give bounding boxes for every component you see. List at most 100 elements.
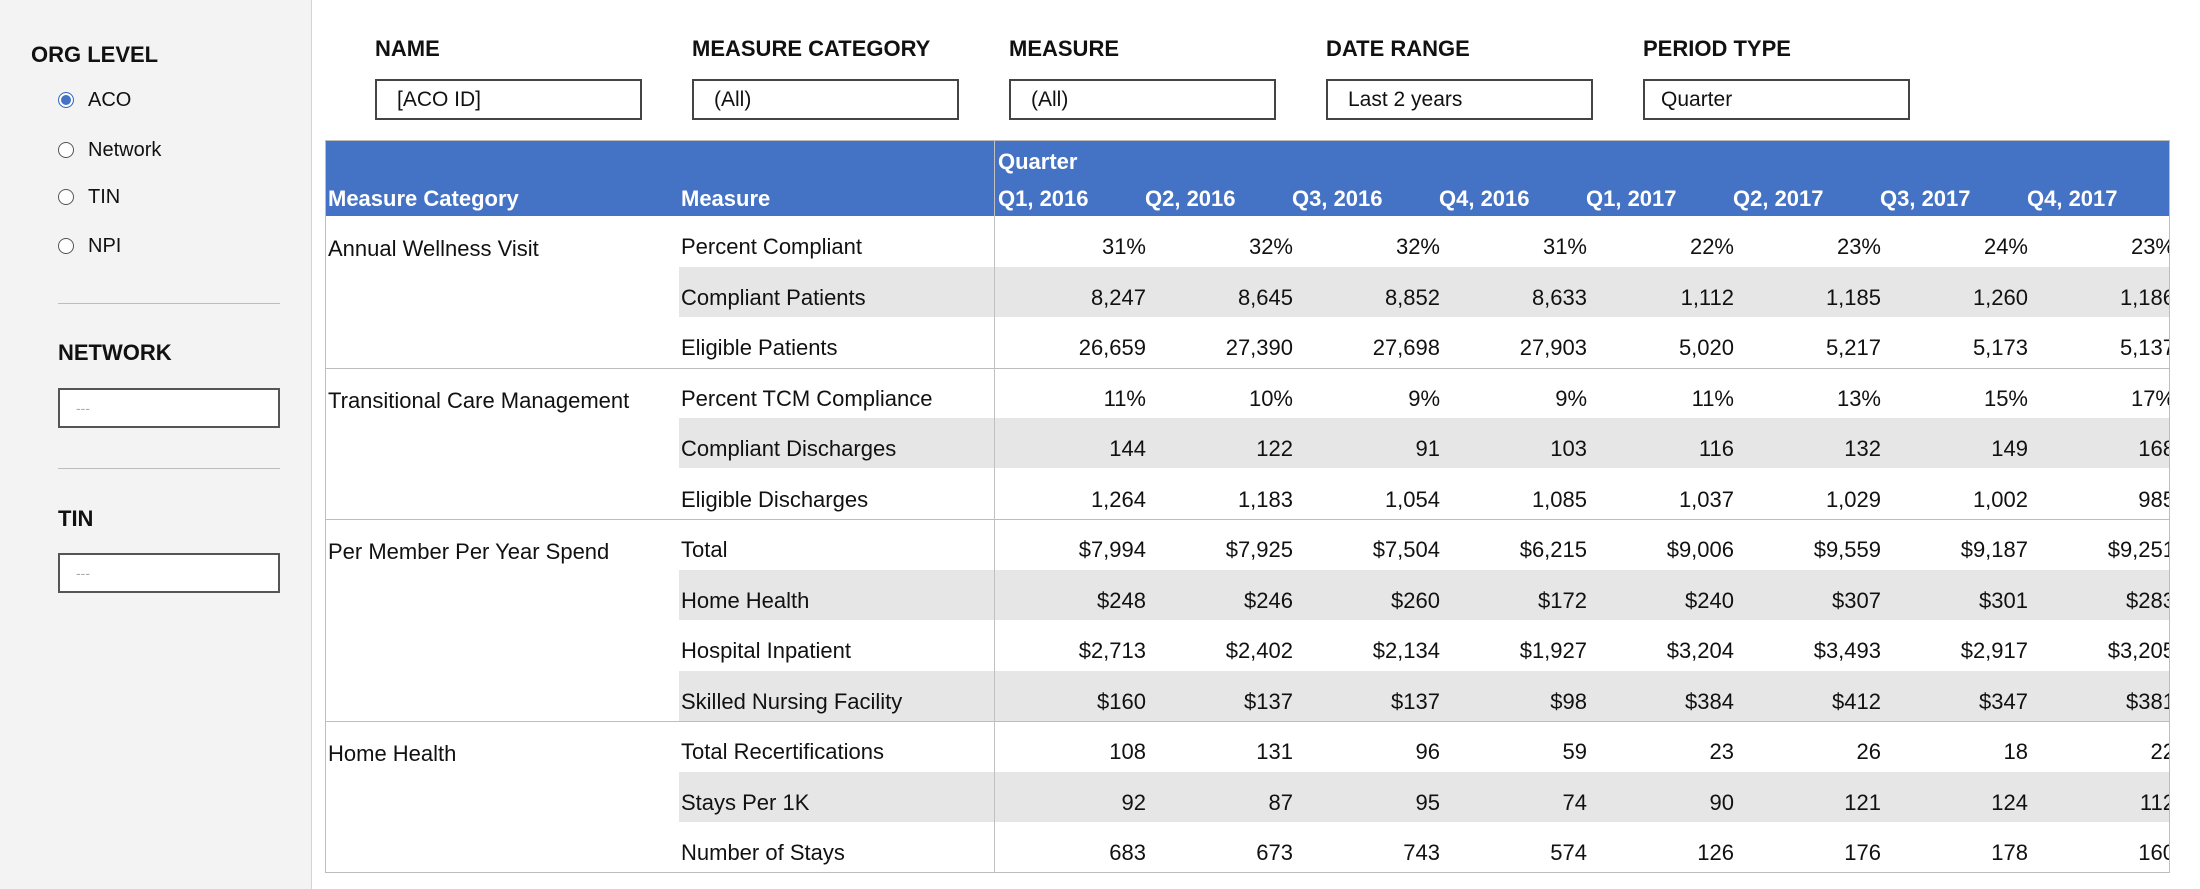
- value-cell: $307: [1832, 587, 1881, 613]
- value-cell: 131: [1256, 739, 1293, 764]
- org-level-option-label: Network: [88, 138, 162, 161]
- radio-checked-icon[interactable]: [58, 92, 74, 108]
- value-cell: 96: [1415, 739, 1440, 764]
- value-cell: 176: [1844, 840, 1881, 865]
- name-filter[interactable]: [ACO ID]: [375, 79, 642, 120]
- org-level-option-network[interactable]: Network: [58, 135, 161, 165]
- measure-label: Stays Per 1K: [681, 789, 810, 815]
- value-cell: $412: [1832, 688, 1881, 714]
- network-input[interactable]: ---: [58, 388, 280, 428]
- tin-title: TIN: [58, 506, 94, 531]
- value-cell: $137: [1391, 688, 1440, 714]
- header-measure[interactable]: Measure: [681, 186, 771, 211]
- tin-input[interactable]: ---: [58, 553, 280, 593]
- value-cell: 144: [1109, 436, 1146, 461]
- measure-label: Eligible Discharges: [681, 486, 869, 512]
- value-cell: $3,493: [1813, 638, 1881, 663]
- value-cell: $260: [1391, 587, 1440, 613]
- header-period[interactable]: Q4, 2016: [1439, 186, 1530, 211]
- org-level-option-tin[interactable]: TIN: [58, 182, 120, 212]
- date-range-filter[interactable]: Last 2 years: [1326, 79, 1593, 120]
- network-title: NETWORK: [58, 340, 172, 365]
- value-cell: 5,020: [1678, 335, 1734, 360]
- header-period[interactable]: Q3, 2016: [1292, 186, 1383, 211]
- value-cell: 1,185: [1825, 284, 1881, 310]
- value-cell: 95: [1415, 789, 1440, 815]
- value-cell: $347: [1979, 688, 2028, 714]
- value-cell: 32%: [1395, 234, 1440, 259]
- period-type-filter[interactable]: Quarter: [1643, 79, 1910, 120]
- header-period[interactable]: Q1, 2016: [998, 186, 1089, 211]
- org-level-option-aco[interactable]: ACO: [58, 85, 131, 115]
- value-cell: 27,903: [1519, 335, 1587, 360]
- value-cell: $2,134: [1372, 638, 1440, 663]
- value-cell: $381: [2126, 688, 2169, 714]
- radio-unchecked-icon[interactable]: [58, 238, 74, 254]
- table-row[interactable]: Home Health $248 $246 $260 $172 $240 $307 $301 $…: [326, 569, 2169, 620]
- table-row[interactable]: Compliant Patients 8,247 8,645 8,852 8,633 1,…: [326, 266, 2170, 317]
- group-divider: [326, 519, 2169, 520]
- value-cell: 132: [1844, 436, 1881, 461]
- measure-category-filter[interactable]: (All): [692, 79, 959, 120]
- value-cell: 1,186: [2119, 284, 2170, 310]
- value-cell: $1,927: [1519, 638, 1587, 663]
- org-level-option-npi[interactable]: NPI: [58, 231, 121, 261]
- filter-label-name: NAME: [375, 36, 440, 61]
- table-row[interactable]: Percent Compliant 31% 32% 32% 31% 22% 23% 24% 23…: [326, 216, 2169, 266]
- table-row[interactable]: Stays Per 1K 92 87 95 74 90 121 124 112: [326, 771, 2169, 822]
- value-cell: 11%: [1103, 385, 1146, 411]
- table-row[interactable]: Hospital Inpatient $2,713 $2,402 $2,134 $1,9…: [326, 620, 2169, 670]
- header-measure-category[interactable]: Measure Category: [328, 186, 519, 211]
- org-level-option-label: NPI: [88, 234, 122, 257]
- value-cell: $283: [2126, 587, 2169, 613]
- table-row[interactable]: Compliant Discharges 144 122 91 103 116 132 149…: [326, 418, 2169, 468]
- value-cell: 683: [1109, 840, 1146, 865]
- value-cell: 1,002: [1972, 486, 2028, 512]
- value-cell: 92: [1121, 789, 1146, 815]
- value-cell: 108: [1109, 739, 1146, 764]
- value-cell: $9,006: [1666, 537, 1734, 562]
- category-label: Home Health: [328, 741, 457, 766]
- table-row[interactable]: Eligible Discharges 1,264 1,183 1,054 1,085 1…: [326, 469, 2169, 519]
- header-period[interactable]: Q1, 2017: [1586, 186, 1677, 211]
- value-cell: 1,054: [1384, 486, 1440, 512]
- row-shading: [679, 771, 2169, 822]
- table-row[interactable]: Number of Stays 683 673 743 574 126 176 178 160: [326, 822, 2169, 872]
- filter-label-measure: MEASURE: [1009, 36, 1120, 61]
- measure-label: Compliant Patients: [681, 284, 866, 310]
- value-cell: 178: [1991, 840, 2028, 865]
- radio-unchecked-icon[interactable]: [58, 142, 74, 158]
- value-cell: 90: [1709, 789, 1734, 815]
- value-cell: 87: [1268, 789, 1293, 815]
- value-cell: $7,994: [1078, 537, 1146, 562]
- category-label: Transitional Care Management: [328, 387, 630, 413]
- value-cell: 11%: [1691, 385, 1734, 411]
- value-cell: 27,390: [1225, 335, 1293, 360]
- value-cell: 8,633: [1531, 284, 1587, 310]
- header-period[interactable]: Q4, 2017: [2027, 186, 2118, 211]
- value-cell: $3,205: [2107, 638, 2170, 663]
- value-cell: 74: [1562, 789, 1587, 815]
- table-row[interactable]: Eligible Patients 26,659 27,390 27,698 27,90…: [326, 317, 2169, 367]
- table-row[interactable]: Total Recertifications 108 131 96 59 23 26 18 22: [326, 721, 2169, 771]
- value-cell: 1,037: [1678, 486, 1734, 512]
- table-row[interactable]: Percent TCM Compliance 11% 10% 9% 9% 11% 13% 15…: [326, 368, 2169, 418]
- value-cell: 116: [1698, 436, 1734, 461]
- header-period[interactable]: Q3, 2017: [1880, 186, 1971, 211]
- row-shading: [679, 418, 2169, 468]
- org-level-title: ORG LEVEL: [31, 42, 159, 67]
- value-cell: 1,112: [1680, 284, 1734, 310]
- header-period[interactable]: Q2, 2017: [1733, 186, 1824, 211]
- measure-filter[interactable]: (All): [1009, 79, 1276, 120]
- measure-label: Number of Stays: [681, 840, 845, 865]
- table-row[interactable]: Skilled Nursing Facility $160 $137 $137 $98 $…: [326, 670, 2169, 721]
- header-period[interactable]: Q2, 2016: [1145, 186, 1236, 211]
- value-cell: 15%: [1983, 385, 2028, 411]
- radio-unchecked-icon[interactable]: [58, 189, 74, 205]
- value-cell: $98: [1550, 688, 1587, 714]
- value-cell: 22%: [1689, 234, 1734, 259]
- table-row[interactable]: Total $7,994 $7,925 $7,504 $6,215 $9,006 $9,55…: [326, 519, 2169, 569]
- value-cell: 121: [1844, 789, 1881, 815]
- value-cell: 122: [1256, 436, 1293, 461]
- value-cell: 13%: [1836, 385, 1881, 411]
